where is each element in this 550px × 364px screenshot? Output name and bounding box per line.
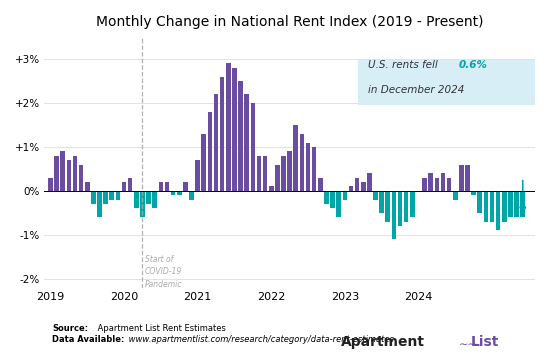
Bar — [477, 191, 482, 213]
Bar — [232, 68, 236, 191]
Text: 0.6%: 0.6% — [459, 60, 488, 70]
Bar — [428, 173, 433, 191]
Bar — [434, 178, 439, 191]
Bar — [386, 191, 390, 222]
Bar — [520, 191, 525, 217]
Bar — [404, 191, 409, 222]
Bar — [207, 112, 212, 191]
Bar — [60, 151, 65, 191]
Bar — [294, 125, 298, 191]
Bar — [490, 191, 494, 222]
Bar — [103, 191, 108, 204]
Bar — [54, 156, 59, 191]
Bar — [177, 191, 182, 195]
Text: in December 2024: in December 2024 — [368, 85, 465, 95]
Bar — [392, 191, 396, 239]
Bar — [441, 173, 446, 191]
Bar — [269, 186, 273, 191]
Bar — [318, 178, 323, 191]
Bar — [128, 178, 133, 191]
Bar — [398, 191, 403, 226]
Bar — [324, 191, 329, 204]
Bar — [48, 178, 53, 191]
Bar — [465, 165, 470, 191]
Bar — [287, 151, 292, 191]
Bar — [337, 191, 341, 217]
Bar — [275, 165, 280, 191]
Bar — [367, 173, 372, 191]
Bar — [189, 191, 194, 199]
Bar — [109, 191, 114, 199]
Bar — [410, 191, 415, 217]
Text: Apartment List Rent Estimates: Apartment List Rent Estimates — [95, 324, 226, 333]
Bar — [91, 191, 96, 204]
Bar — [152, 191, 157, 209]
Bar — [122, 182, 126, 191]
Bar — [97, 191, 102, 217]
Bar — [116, 191, 120, 199]
Bar — [263, 156, 267, 191]
Bar — [355, 178, 359, 191]
Bar — [195, 160, 200, 191]
Bar — [67, 160, 71, 191]
Text: Start of
COVID-19
Pandemic: Start of COVID-19 Pandemic — [145, 254, 183, 289]
Text: Source:: Source: — [52, 324, 89, 333]
Bar — [373, 191, 378, 199]
Bar — [281, 156, 286, 191]
Bar — [459, 165, 464, 191]
Bar — [496, 191, 500, 230]
Bar — [201, 134, 206, 191]
Bar — [238, 81, 243, 191]
Bar — [257, 156, 261, 191]
Bar — [422, 178, 427, 191]
Bar — [79, 165, 84, 191]
Bar — [244, 94, 249, 191]
Bar — [331, 191, 335, 209]
Bar — [300, 134, 304, 191]
Bar — [343, 191, 347, 199]
Text: ∼∼: ∼∼ — [459, 340, 478, 350]
Bar — [146, 191, 151, 204]
Bar — [140, 191, 145, 217]
Bar — [164, 182, 169, 191]
Bar — [214, 94, 218, 191]
Bar — [226, 63, 230, 191]
Text: Apartment: Apartment — [341, 336, 425, 349]
Text: List: List — [470, 336, 499, 349]
Bar — [134, 191, 139, 209]
Bar — [251, 103, 255, 191]
Bar — [158, 182, 163, 191]
Bar — [379, 191, 384, 213]
Text: U.S. rents fell: U.S. rents fell — [368, 60, 441, 70]
Title: Monthly Change in National Rent Index (2019 - Present): Monthly Change in National Rent Index (2… — [96, 15, 483, 29]
FancyBboxPatch shape — [359, 60, 535, 105]
Bar — [312, 147, 316, 191]
Bar — [361, 182, 366, 191]
Bar — [514, 191, 519, 217]
Text: Data Available:: Data Available: — [52, 335, 125, 344]
Bar — [306, 143, 310, 191]
Bar — [73, 156, 77, 191]
Bar — [502, 191, 507, 222]
Bar — [220, 77, 224, 191]
Bar — [349, 186, 353, 191]
Bar — [171, 191, 175, 195]
Bar — [483, 191, 488, 222]
Bar — [85, 182, 90, 191]
Bar — [471, 191, 476, 195]
Bar — [447, 178, 452, 191]
Bar — [508, 191, 513, 217]
Text: www.apartmentlist.com/research/category/data-rent-estimates: www.apartmentlist.com/research/category/… — [126, 335, 394, 344]
Bar — [453, 191, 458, 199]
Bar — [183, 182, 188, 191]
